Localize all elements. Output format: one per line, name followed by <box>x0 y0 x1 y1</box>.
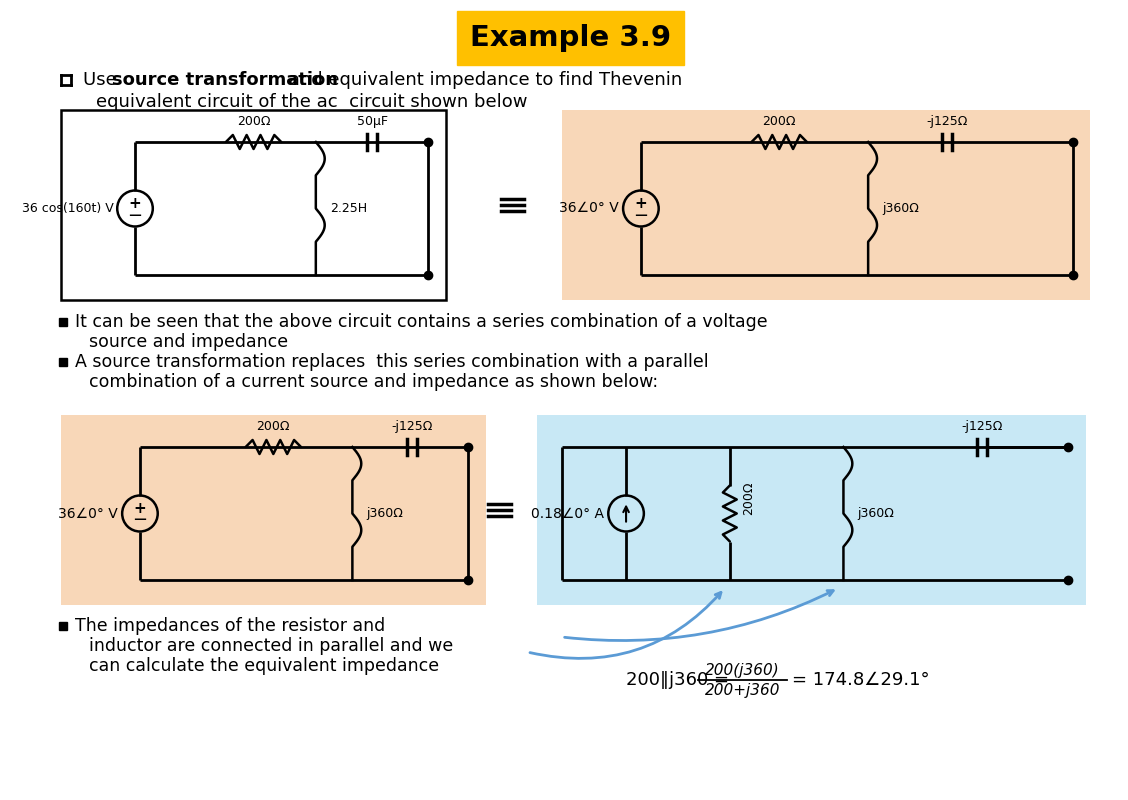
Text: +: + <box>129 196 141 211</box>
Text: -j125Ω: -j125Ω <box>391 420 432 433</box>
Text: source and impedance: source and impedance <box>89 333 288 351</box>
Bar <box>61 415 486 605</box>
Bar <box>537 415 1085 605</box>
Text: = 174.8∠29.1°: = 174.8∠29.1° <box>792 671 929 689</box>
Text: Use: Use <box>82 71 122 89</box>
Text: j360Ω: j360Ω <box>857 507 895 520</box>
Text: −: − <box>127 206 142 225</box>
Bar <box>61 110 447 300</box>
Text: 36∠0° V: 36∠0° V <box>59 506 118 521</box>
Text: source transformation: source transformation <box>113 71 338 89</box>
Text: It can be seen that the above circuit contains a series combination of a voltage: It can be seen that the above circuit co… <box>74 313 767 331</box>
Text: Example 3.9: Example 3.9 <box>470 24 671 52</box>
Text: 36 cos(160t) V: 36 cos(160t) V <box>21 202 113 215</box>
Polygon shape <box>59 318 67 326</box>
Text: 200(j360): 200(j360) <box>705 662 781 678</box>
Text: 200Ω: 200Ω <box>237 115 271 128</box>
Text: j360Ω: j360Ω <box>882 202 919 215</box>
Text: 200+j360: 200+j360 <box>705 682 781 698</box>
Text: can calculate the equivalent impedance: can calculate the equivalent impedance <box>89 657 439 675</box>
Text: 200Ω: 200Ω <box>763 115 796 128</box>
Polygon shape <box>59 622 67 630</box>
Text: The impedances of the resistor and: The impedances of the resistor and <box>74 617 385 635</box>
Text: equivalent circuit of the ac  circuit shown below: equivalent circuit of the ac circuit sho… <box>97 93 528 111</box>
Text: 36∠0° V: 36∠0° V <box>559 202 619 215</box>
Text: −: − <box>633 206 649 225</box>
Text: combination of a current source and impedance as shown below:: combination of a current source and impe… <box>89 373 658 391</box>
Text: j360Ω: j360Ω <box>367 507 403 520</box>
Text: +: + <box>635 196 647 211</box>
Text: 200Ω: 200Ω <box>742 482 755 515</box>
Text: and equivalent impedance to find Thevenin: and equivalent impedance to find Theveni… <box>283 71 682 89</box>
Text: +: + <box>133 501 147 516</box>
Text: -j125Ω: -j125Ω <box>926 115 968 128</box>
Text: A source transformation replaces  this series combination with a parallel: A source transformation replaces this se… <box>74 353 708 371</box>
Text: 2.25H: 2.25H <box>329 202 367 215</box>
Text: 50μF: 50μF <box>356 115 388 128</box>
Text: 200‖j360 =: 200‖j360 = <box>626 671 729 689</box>
Text: 200Ω: 200Ω <box>256 420 290 433</box>
Text: −: − <box>132 511 148 530</box>
Polygon shape <box>59 358 67 366</box>
Text: inductor are connected in parallel and we: inductor are connected in parallel and w… <box>89 637 452 655</box>
Text: -j125Ω: -j125Ω <box>961 420 1003 433</box>
Text: 0.18∠0° A: 0.18∠0° A <box>531 506 605 521</box>
Bar <box>562 110 1091 300</box>
